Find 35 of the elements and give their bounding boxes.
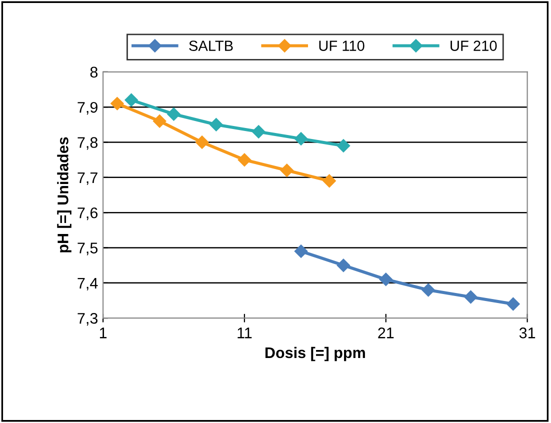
point: [124, 93, 138, 107]
y-tick-label: 7,5: [78, 242, 98, 256]
legend-label: UF 210: [450, 40, 497, 51]
y-tick-label: 7,8: [78, 137, 98, 150]
point: [379, 272, 392, 286]
legend-label: UF 110: [319, 40, 364, 51]
point: [110, 96, 124, 110]
y-axis-title: pH [=] Unidades: [57, 137, 72, 252]
point: [153, 114, 166, 128]
y-tick-label: 7,3: [78, 312, 98, 326]
y-tick-label: 7,7: [78, 172, 98, 185]
point: [336, 258, 350, 272]
y-tick-label: 7,6: [78, 207, 98, 220]
point: [294, 132, 308, 146]
x-tick-label: 1: [100, 328, 107, 338]
point: [210, 118, 223, 132]
x-tick-label: 31: [519, 328, 536, 338]
point: [280, 164, 294, 177]
y-tick-label: 8: [90, 66, 98, 78]
point: [195, 136, 209, 149]
point: [506, 297, 520, 311]
point: [167, 108, 180, 121]
point: [322, 174, 336, 188]
y-tick-label: 7,9: [78, 102, 98, 115]
y-tick-label: 7,4: [78, 278, 98, 290]
point: [294, 244, 308, 258]
point: [238, 153, 252, 166]
point: [336, 139, 350, 152]
x-tick-label: 21: [378, 328, 394, 338]
x-axis-title: Dosis [=] ppm: [265, 346, 365, 362]
point: [422, 283, 435, 297]
legend-label: SALTB: [189, 40, 233, 51]
x-tick-label: 11: [238, 328, 252, 338]
point: [464, 290, 478, 304]
point: [252, 125, 266, 138]
